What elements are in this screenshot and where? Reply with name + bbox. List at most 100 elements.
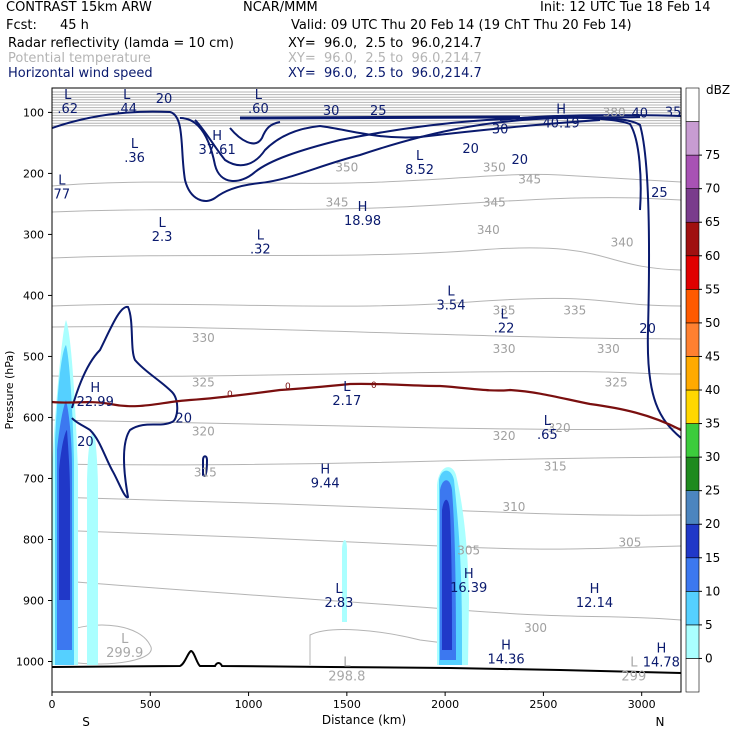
colorbar: 0 5 10 15 20 25 30 35 40 45 50 55 60 65 70 75 xyxy=(685,87,720,693)
terrain-line xyxy=(52,649,681,674)
theta-label: 335 xyxy=(563,304,586,318)
refl-cell-3 xyxy=(342,539,347,622)
colorbar-label: 25 xyxy=(705,484,720,498)
x-tick-label: 3000 xyxy=(628,698,656,711)
colorbar-swatch xyxy=(685,624,700,659)
theta-label: 340 xyxy=(611,235,634,249)
y-tick-label: 300 xyxy=(23,228,44,241)
y-axis: 100 200 300 400 500 600 700 800 900 1000 xyxy=(16,106,52,668)
colorbar-label: 75 xyxy=(705,148,720,162)
colorbar-swatch xyxy=(685,121,700,156)
field-name-theta: Potential temperature xyxy=(8,51,151,66)
valid-time: Valid: 09 UTC Thu 20 Feb 14 (19 ChT Thu … xyxy=(291,18,632,33)
strat-theta-line xyxy=(52,119,681,122)
theta-label: 340 xyxy=(477,223,500,237)
theta-label: 335 xyxy=(493,304,516,318)
wind-label: 25 xyxy=(370,104,387,119)
wind-label: 40 xyxy=(631,107,648,122)
extremum-value: 12.14 xyxy=(576,596,613,611)
extremum-type: H xyxy=(212,129,222,144)
extremum-type: L xyxy=(630,655,638,670)
wind-labels: 20 30 25 30 20 20 40 35 25 20 20 20 xyxy=(77,92,681,450)
extremum-type: H xyxy=(656,641,666,656)
colorbar-label: 20 xyxy=(705,517,720,531)
colorbar-swatch xyxy=(685,490,700,525)
extremum-type: L xyxy=(544,414,552,429)
field-xy-wind: XY= 96.0, 2.5 to 96.0,214.7 xyxy=(288,66,482,81)
extremum-type: H xyxy=(90,381,100,396)
theta-300 xyxy=(52,579,681,621)
colorbar-label: 50 xyxy=(705,316,720,330)
y-tick-label: 500 xyxy=(23,350,44,363)
theta-label: 320 xyxy=(548,421,571,435)
theta-label: 330 xyxy=(493,342,516,356)
x-tick-label: 2000 xyxy=(431,698,459,711)
extremum-type: H xyxy=(320,463,330,478)
theta-label: 320 xyxy=(493,429,516,443)
colorbar-label: 10 xyxy=(705,584,720,598)
x-axis-end-right: N xyxy=(656,715,665,729)
extremum-value: .36 xyxy=(124,151,145,166)
extremum-type: H xyxy=(556,103,566,118)
colorbar-swatch xyxy=(685,87,700,122)
colorbar-unit: dBZ xyxy=(706,83,730,97)
extremum-value: 8.52 xyxy=(405,163,434,178)
extremum-value: 299.9 xyxy=(106,646,143,661)
extremum-value: .44 xyxy=(116,102,137,117)
colorbar-swatch xyxy=(685,322,700,357)
extremum-value: 40.19 xyxy=(542,117,579,132)
freezing-level-line xyxy=(52,382,681,431)
theta-label: 325 xyxy=(605,376,628,390)
field-name-reflectivity: Radar reflectivity (lamda = 10 cm) xyxy=(8,36,234,51)
colorbar-swatch xyxy=(685,289,700,324)
extremum-type: H xyxy=(590,582,600,597)
theta-340 xyxy=(52,247,681,271)
fcst-value: 45 h xyxy=(60,18,89,33)
refl-cell-2 xyxy=(87,431,98,665)
colorbar-swatch xyxy=(685,356,700,391)
y-tick-label: 1000 xyxy=(16,655,44,668)
y-axis-label: Pressure (hPa) xyxy=(3,351,16,430)
extremum-value: 9.44 xyxy=(311,477,340,492)
extremum-value: 2.17 xyxy=(332,394,361,409)
theta-label: 300 xyxy=(524,621,547,635)
field-name-wind: Horizontal wind speed xyxy=(8,66,153,81)
extremum-value: 37.61 xyxy=(199,143,236,158)
theta-305 xyxy=(52,529,681,550)
colorbar-label: 65 xyxy=(705,215,720,229)
wind-label: 25 xyxy=(651,186,668,201)
extremum-type: L xyxy=(447,284,455,299)
theta-label: 330 xyxy=(192,331,215,345)
colorbar-swatch xyxy=(685,423,700,458)
wind-label: 20 xyxy=(462,142,479,157)
strat-theta-line xyxy=(52,106,681,109)
extremum-type: L xyxy=(335,582,343,597)
extremum-value: 3.54 xyxy=(437,298,466,313)
extremum-value: .32 xyxy=(250,242,271,257)
theta-label: 305 xyxy=(618,536,641,550)
y-tick-label: 100 xyxy=(23,106,44,119)
extremum-value: .60 xyxy=(248,102,269,117)
reflectivity-cells xyxy=(52,320,469,665)
extremum-type: L xyxy=(416,149,424,164)
extremum-value: .62 xyxy=(57,102,78,117)
theta-label: 310 xyxy=(502,500,525,514)
extremum-type: L xyxy=(255,88,263,103)
extremum-type: L xyxy=(343,655,351,670)
theta-label: 350 xyxy=(483,160,506,174)
wind-jet-core xyxy=(239,115,521,120)
colorbar-label: 55 xyxy=(705,282,720,296)
colorbar-label: 15 xyxy=(705,551,720,565)
model-title: CONTRAST 15km ARW xyxy=(6,0,152,15)
x-tick-label: 1500 xyxy=(333,698,361,711)
extremum-type: L xyxy=(58,173,66,188)
extremum-type: L xyxy=(343,380,351,395)
theta-label: 305 xyxy=(457,543,480,557)
x-axis-label: Distance (km) xyxy=(322,713,406,727)
theta-330 xyxy=(52,326,681,340)
theta-label: 345 xyxy=(518,173,541,187)
plot-frame xyxy=(51,87,682,693)
wind-label: 20 xyxy=(77,435,94,450)
colorbar-label: 45 xyxy=(705,349,720,363)
